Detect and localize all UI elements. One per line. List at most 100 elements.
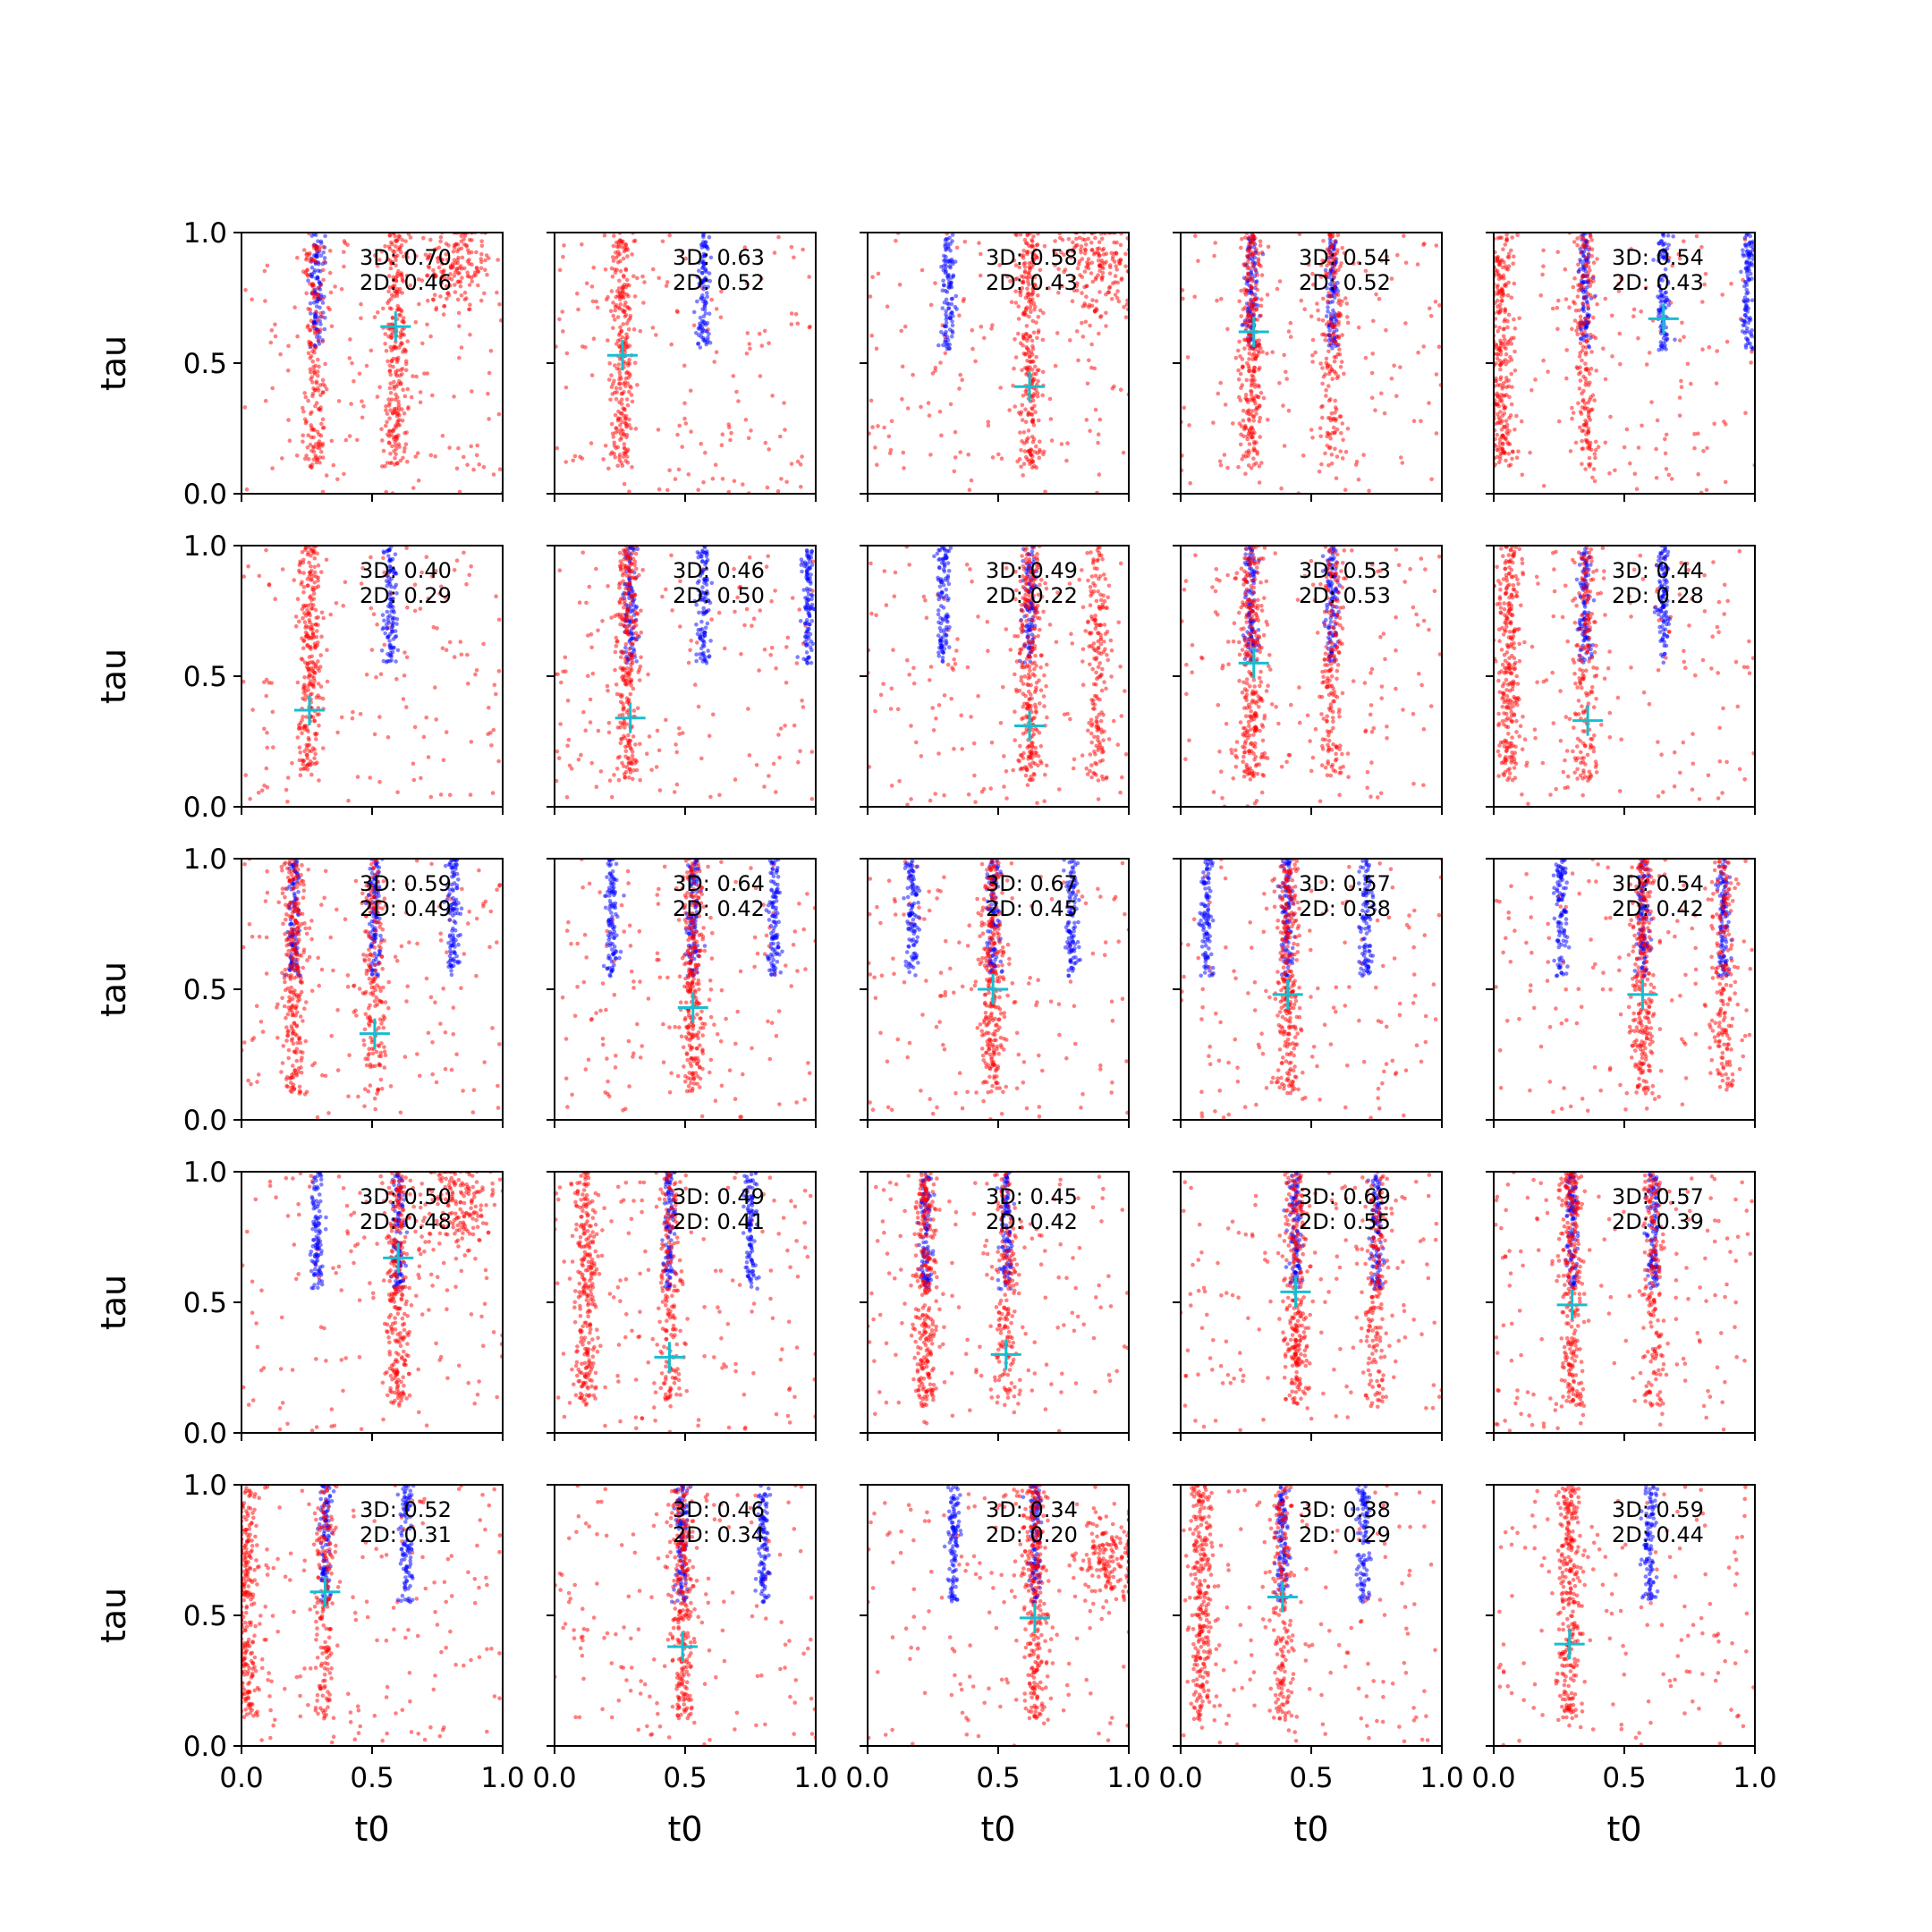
red-point [1254,338,1258,343]
red-point [464,244,470,249]
blue-point [946,246,951,250]
red-point [491,472,496,477]
red-point [750,623,754,628]
blue-point [387,547,392,553]
red-point [660,594,665,599]
red-point [321,615,326,621]
red-point [400,238,405,242]
red-point [1581,397,1586,402]
red-point [345,242,350,248]
red-point [1572,318,1578,323]
red-point [315,712,320,717]
red-point [1326,349,1331,354]
red-point [441,269,445,275]
red-point [1556,298,1561,303]
red-point [1722,419,1726,424]
red-point [1084,294,1089,300]
red-point [1624,427,1630,432]
red-point [1113,292,1118,297]
red-point [1030,338,1035,343]
red-point [1593,335,1598,341]
red-point [308,328,312,333]
red-point [1252,365,1258,370]
red-point [1309,428,1314,432]
red-point [882,425,886,430]
red-point [358,712,363,716]
red-point [1580,244,1585,250]
red-point [1670,263,1675,268]
red-point [469,740,474,744]
blue-point [1328,287,1334,292]
red-point [242,405,248,410]
red-point [311,603,316,607]
red-point [479,266,484,271]
red-point [472,270,478,275]
red-point [496,411,502,417]
blue-point [1745,326,1750,331]
red-point [400,407,404,411]
red-point [1083,242,1089,247]
blue-point [1660,233,1665,237]
red-point [1427,401,1431,405]
score-2d: 2D: 0.46 [360,270,452,295]
red-point [905,406,911,411]
red-point [990,323,995,327]
red-point [629,386,633,390]
red-point [1400,461,1405,465]
red-point [617,454,622,460]
red-point [1013,355,1019,360]
red-point [875,462,879,467]
red-point [1329,242,1335,247]
red-point [622,481,627,487]
red-point [431,267,436,273]
red-point [1266,417,1270,422]
red-point [622,432,626,436]
red-point [587,584,592,589]
red-point [1246,463,1251,468]
red-point [458,284,463,289]
red-point [957,386,962,391]
red-point [1325,247,1329,252]
red-point [1317,469,1322,474]
red-point [307,655,312,659]
red-point [302,685,308,691]
red-point [1338,302,1343,308]
red-point [655,728,660,733]
red-point [310,394,315,399]
blue-point [1744,233,1749,238]
red-point [396,433,401,438]
red-point [1333,239,1337,244]
red-point [615,445,621,450]
red-point [1330,377,1335,382]
red-point [1024,324,1030,328]
red-point [487,706,491,710]
red-point [1259,273,1265,277]
red-point [455,297,461,302]
red-point [617,370,623,376]
red-point [264,693,269,699]
red-point [868,294,873,299]
red-point [1025,279,1030,284]
red-point [320,489,326,494]
red-point [613,270,618,275]
red-point [1503,307,1507,311]
red-point [639,630,644,635]
blue-point [694,623,699,627]
red-point [392,345,397,350]
red-point [1587,446,1592,452]
red-point [1182,405,1187,411]
red-point [628,373,632,378]
red-point [622,442,627,446]
red-point [300,636,304,641]
red-point [1363,355,1368,360]
red-point [1035,335,1039,341]
red-point [379,250,385,254]
blue-point [941,278,945,284]
red-point [1333,252,1337,258]
red-point [391,411,395,416]
red-point [1032,307,1037,312]
blue-point [946,284,951,290]
red-point [1076,358,1080,363]
red-point [609,385,614,390]
red-point [1082,250,1088,256]
